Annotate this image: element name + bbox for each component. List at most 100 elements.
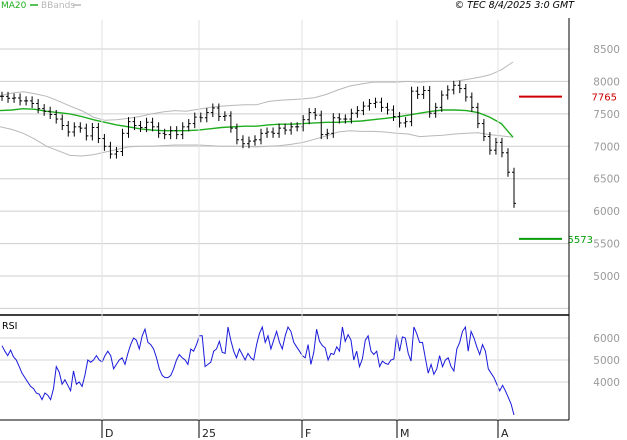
price-bar	[132, 117, 137, 131]
x-tick-label: D	[105, 427, 113, 440]
bollinger-bands	[0, 61, 514, 157]
price-bar	[439, 90, 444, 112]
price-bar	[108, 141, 113, 159]
price-bar	[114, 146, 119, 159]
price-bar	[126, 117, 131, 138]
price-bar	[445, 85, 450, 100]
price-bar	[0, 91, 4, 101]
price-bar	[259, 128, 264, 145]
price-bar	[42, 104, 47, 116]
price-bar	[174, 126, 179, 140]
price-bar	[385, 102, 390, 115]
ma20-line	[0, 107, 514, 138]
price-bar	[84, 123, 89, 141]
price-bar	[102, 133, 107, 151]
price-bar	[234, 123, 239, 145]
price-bar	[481, 119, 486, 142]
price-bar	[289, 122, 294, 135]
ma20-path	[0, 107, 514, 138]
price-bar	[433, 102, 438, 118]
price-bar	[463, 84, 468, 102]
price-bar	[319, 110, 324, 140]
price-bar	[222, 111, 227, 121]
x-tick-label: 25	[202, 427, 216, 440]
price-bar	[156, 122, 161, 138]
price-tick-labels: 5000 5500 6000 6500 7000 7500 8000 8500	[593, 44, 620, 283]
price-tick-label: 8500	[593, 44, 620, 56]
price-bar	[162, 128, 167, 140]
price-bar	[475, 102, 480, 129]
price-bar	[505, 148, 510, 177]
price-bar	[451, 80, 456, 95]
price-bar	[277, 123, 282, 138]
price-bar	[349, 108, 354, 124]
price-bar	[210, 103, 215, 118]
price-bar	[150, 117, 155, 132]
resistance-label: 7765	[592, 93, 617, 104]
price-tick-label: 5000	[593, 271, 620, 283]
price-bar	[271, 127, 276, 138]
price-bar	[246, 136, 251, 149]
price-bar	[216, 103, 221, 121]
price-bar	[415, 86, 420, 99]
rsi-tick-label: 6000	[593, 333, 620, 345]
rsi-tick-label: 5000	[593, 355, 620, 367]
price-bar	[331, 113, 336, 138]
price-bar	[367, 98, 372, 111]
x-tick-label: M	[400, 427, 410, 440]
price-bar	[499, 137, 504, 158]
price-bar	[391, 105, 396, 121]
bband-lower	[0, 126, 514, 157]
copyright-text: © TEC 8/4/2025 3:0 GMT	[455, 0, 576, 11]
price-bar	[24, 96, 29, 106]
price-bar	[144, 117, 149, 133]
price-bar	[30, 96, 35, 109]
price-bar	[409, 86, 414, 127]
price-bar	[373, 97, 378, 109]
price-levels: 7765 5573	[519, 93, 617, 246]
price-tick-label: 6000	[593, 206, 620, 218]
rsi-path	[1, 325, 515, 416]
price-gridlines	[0, 48, 569, 309]
price-bar	[487, 132, 492, 155]
price-bar	[48, 106, 53, 120]
price-bar	[90, 122, 95, 141]
price-bar	[397, 111, 402, 128]
price-tick-label: 7000	[593, 141, 620, 153]
price-bar	[120, 128, 125, 157]
price-bar	[186, 119, 191, 132]
price-bar	[283, 123, 288, 135]
legend: MA20 BBands	[1, 1, 81, 11]
price-bar	[295, 122, 300, 132]
price-bar	[469, 92, 474, 112]
price-bar	[421, 85, 426, 99]
price-bars	[0, 80, 516, 208]
price-bar	[12, 93, 17, 103]
price-bar	[18, 93, 23, 106]
price-bar	[240, 135, 245, 149]
rsi-title: RSI	[2, 321, 17, 332]
rsi-tick-labels: 4000 5000 6000	[593, 333, 620, 389]
price-bar	[60, 114, 65, 131]
price-bar	[379, 97, 384, 112]
price-bar	[78, 122, 83, 133]
price-bar	[265, 127, 270, 138]
price-tick-label: 5500	[593, 239, 620, 251]
price-tick-label: 8000	[593, 76, 620, 88]
price-bar	[457, 80, 462, 94]
legend-ma20: MA20	[1, 1, 27, 11]
price-bar	[228, 111, 233, 133]
price-bar	[192, 112, 197, 129]
rsi-line	[1, 325, 515, 416]
price-bar	[180, 122, 185, 140]
x-tick-label: A	[501, 427, 509, 440]
bband-upper	[0, 61, 514, 121]
rsi-tick-label: 4000	[593, 377, 620, 389]
price-bar	[512, 167, 516, 208]
price-bar	[252, 135, 257, 146]
price-bar	[36, 98, 41, 114]
price-tick-label: 7500	[593, 109, 620, 121]
support-label: 5573	[568, 235, 593, 246]
